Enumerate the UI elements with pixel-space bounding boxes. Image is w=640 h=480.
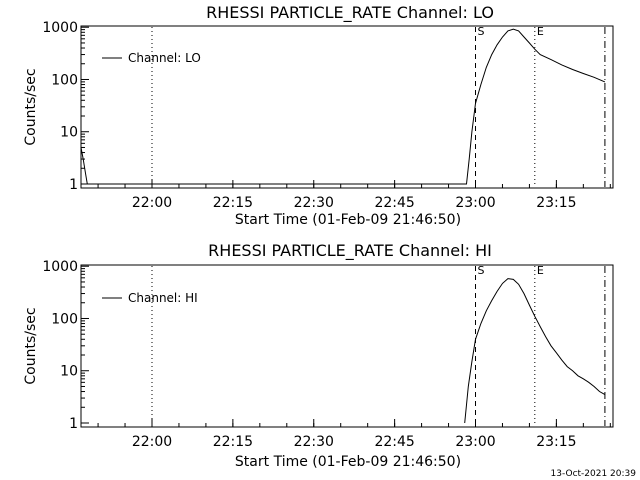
x-tick-label: 22:00 — [132, 195, 172, 211]
legend: Channel: LO — [102, 51, 201, 65]
x-tick-label: 22:45 — [374, 434, 414, 450]
legend: Channel: HI — [102, 291, 198, 305]
x-tick-label: 22:30 — [294, 195, 334, 211]
x-tick-label: 23:00 — [455, 195, 495, 211]
y-tick-label: 100 — [51, 72, 78, 88]
y-axis: 1 10 100 1000 — [42, 259, 89, 432]
y-tick-label: 100 — [51, 311, 78, 327]
y-tick-label: 10 — [60, 125, 78, 141]
x-tick-label: 23:00 — [455, 434, 495, 450]
x-tick-label: 22:00 — [132, 434, 172, 450]
footer-timestamp: 13-Oct-2021 20:39 — [551, 469, 637, 479]
x-tick-label: 22:15 — [213, 434, 253, 450]
event-marker-label: E — [537, 264, 544, 277]
y-axis: 1 10 100 1000 — [42, 20, 89, 193]
legend-label: Channel: LO — [128, 51, 201, 65]
event-marker-label: S — [478, 264, 485, 277]
series-group — [464, 278, 606, 424]
x-tick-label: 22:30 — [294, 434, 334, 450]
x-axis: 22:00 22:15 22:30 22:45 23:00 23:15 — [97, 419, 611, 450]
chart-title: RHESSI PARTICLE_RATE Channel: HI — [208, 241, 492, 261]
x-tick-label: 23:15 — [536, 195, 576, 211]
x-axis-label: Start Time (01-Feb-09 21:46:50) — [235, 454, 461, 470]
event-marker-label: S — [478, 25, 485, 38]
y-axis-label: Counts/sec — [23, 68, 39, 145]
x-tick-label: 22:15 — [213, 195, 253, 211]
panel-hi: RHESSI PARTICLE_RATE Channel: HI 1101001… — [23, 241, 614, 470]
chart-title: RHESSI PARTICLE_RATE Channel: LO — [206, 3, 494, 23]
y-tick-label: 10 — [60, 364, 78, 380]
x-axis: 22:00 22:15 22:30 22:45 23:00 23:15 — [97, 180, 611, 211]
y-tick-label: 1 — [69, 416, 78, 432]
y-tick-label: 1000 — [42, 259, 78, 275]
panel-lo: RHESSI PARTICLE_RATE Channel: LO 1101001… — [23, 3, 614, 228]
legend-label: Channel: HI — [128, 291, 198, 305]
y-tick-label: 1000 — [42, 20, 78, 36]
x-axis-label: Start Time (01-Feb-09 21:46:50) — [235, 212, 461, 228]
series-line — [80, 28, 606, 185]
x-tick-label: 22:45 — [374, 195, 414, 211]
y-tick-label: 1 — [69, 177, 78, 193]
y-axis-label: Counts/sec — [23, 307, 39, 384]
series-group — [80, 28, 606, 185]
plot-frame — [80, 264, 614, 428]
x-tick-label: 23:15 — [536, 434, 576, 450]
series-line — [464, 278, 606, 424]
event-marker-label: E — [537, 25, 544, 38]
